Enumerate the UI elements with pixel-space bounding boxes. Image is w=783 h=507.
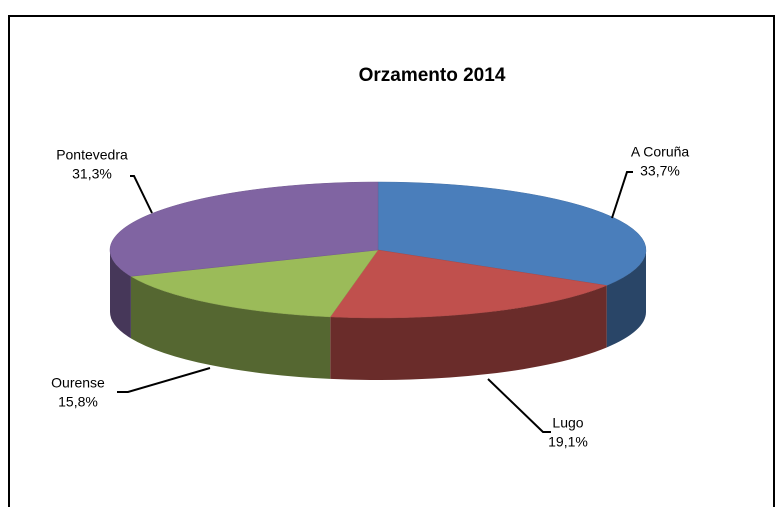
slice-value-label: 31,3% [72, 166, 112, 182]
pie-tops [109, 181, 647, 319]
leader-line [611, 171, 633, 219]
pie-wall [606, 250, 646, 348]
pie-walls [110, 250, 646, 380]
chart-title: Orzamento 2014 [359, 65, 506, 86]
pie-slice [329, 249, 608, 319]
pie-wall [330, 285, 607, 380]
slice-value-label: 33,7% [640, 163, 680, 179]
pie-wall [130, 276, 331, 379]
pie-slice [109, 181, 379, 277]
leader-line [487, 378, 551, 433]
slice-label: Ourense [51, 375, 105, 391]
slice-label: A Coruña [631, 144, 690, 160]
slice-value-label: 15,8% [58, 394, 98, 410]
pie-slice [130, 249, 379, 318]
slice-labels: A Coruña 33,7% Lugo 19,1% Ourense 15,8% Pontev… [51, 144, 689, 450]
slice-label: Pontevedra [56, 147, 128, 163]
pie-wall [110, 250, 131, 339]
chart-frame [8, 15, 775, 507]
leader-line [117, 367, 211, 393]
slice-value-label: 19,1% [548, 434, 588, 450]
leader-line [130, 175, 153, 214]
slice-label: Lugo [552, 415, 583, 431]
